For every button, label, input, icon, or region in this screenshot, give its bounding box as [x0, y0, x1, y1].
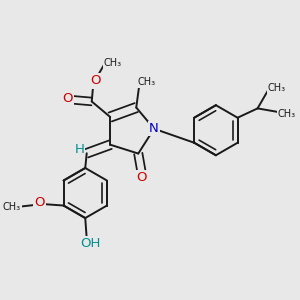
Text: CH₃: CH₃ — [267, 83, 286, 93]
Text: O: O — [136, 171, 147, 184]
Text: CH₃: CH₃ — [104, 58, 122, 68]
Text: O: O — [90, 74, 101, 88]
Text: H: H — [74, 143, 84, 156]
Text: CH₃: CH₃ — [3, 202, 21, 212]
Text: N: N — [149, 122, 159, 135]
Text: CH₃: CH₃ — [278, 109, 296, 119]
Text: OH: OH — [80, 238, 101, 250]
Text: CH₃: CH₃ — [137, 77, 156, 87]
Text: O: O — [62, 92, 73, 105]
Text: O: O — [34, 196, 45, 209]
